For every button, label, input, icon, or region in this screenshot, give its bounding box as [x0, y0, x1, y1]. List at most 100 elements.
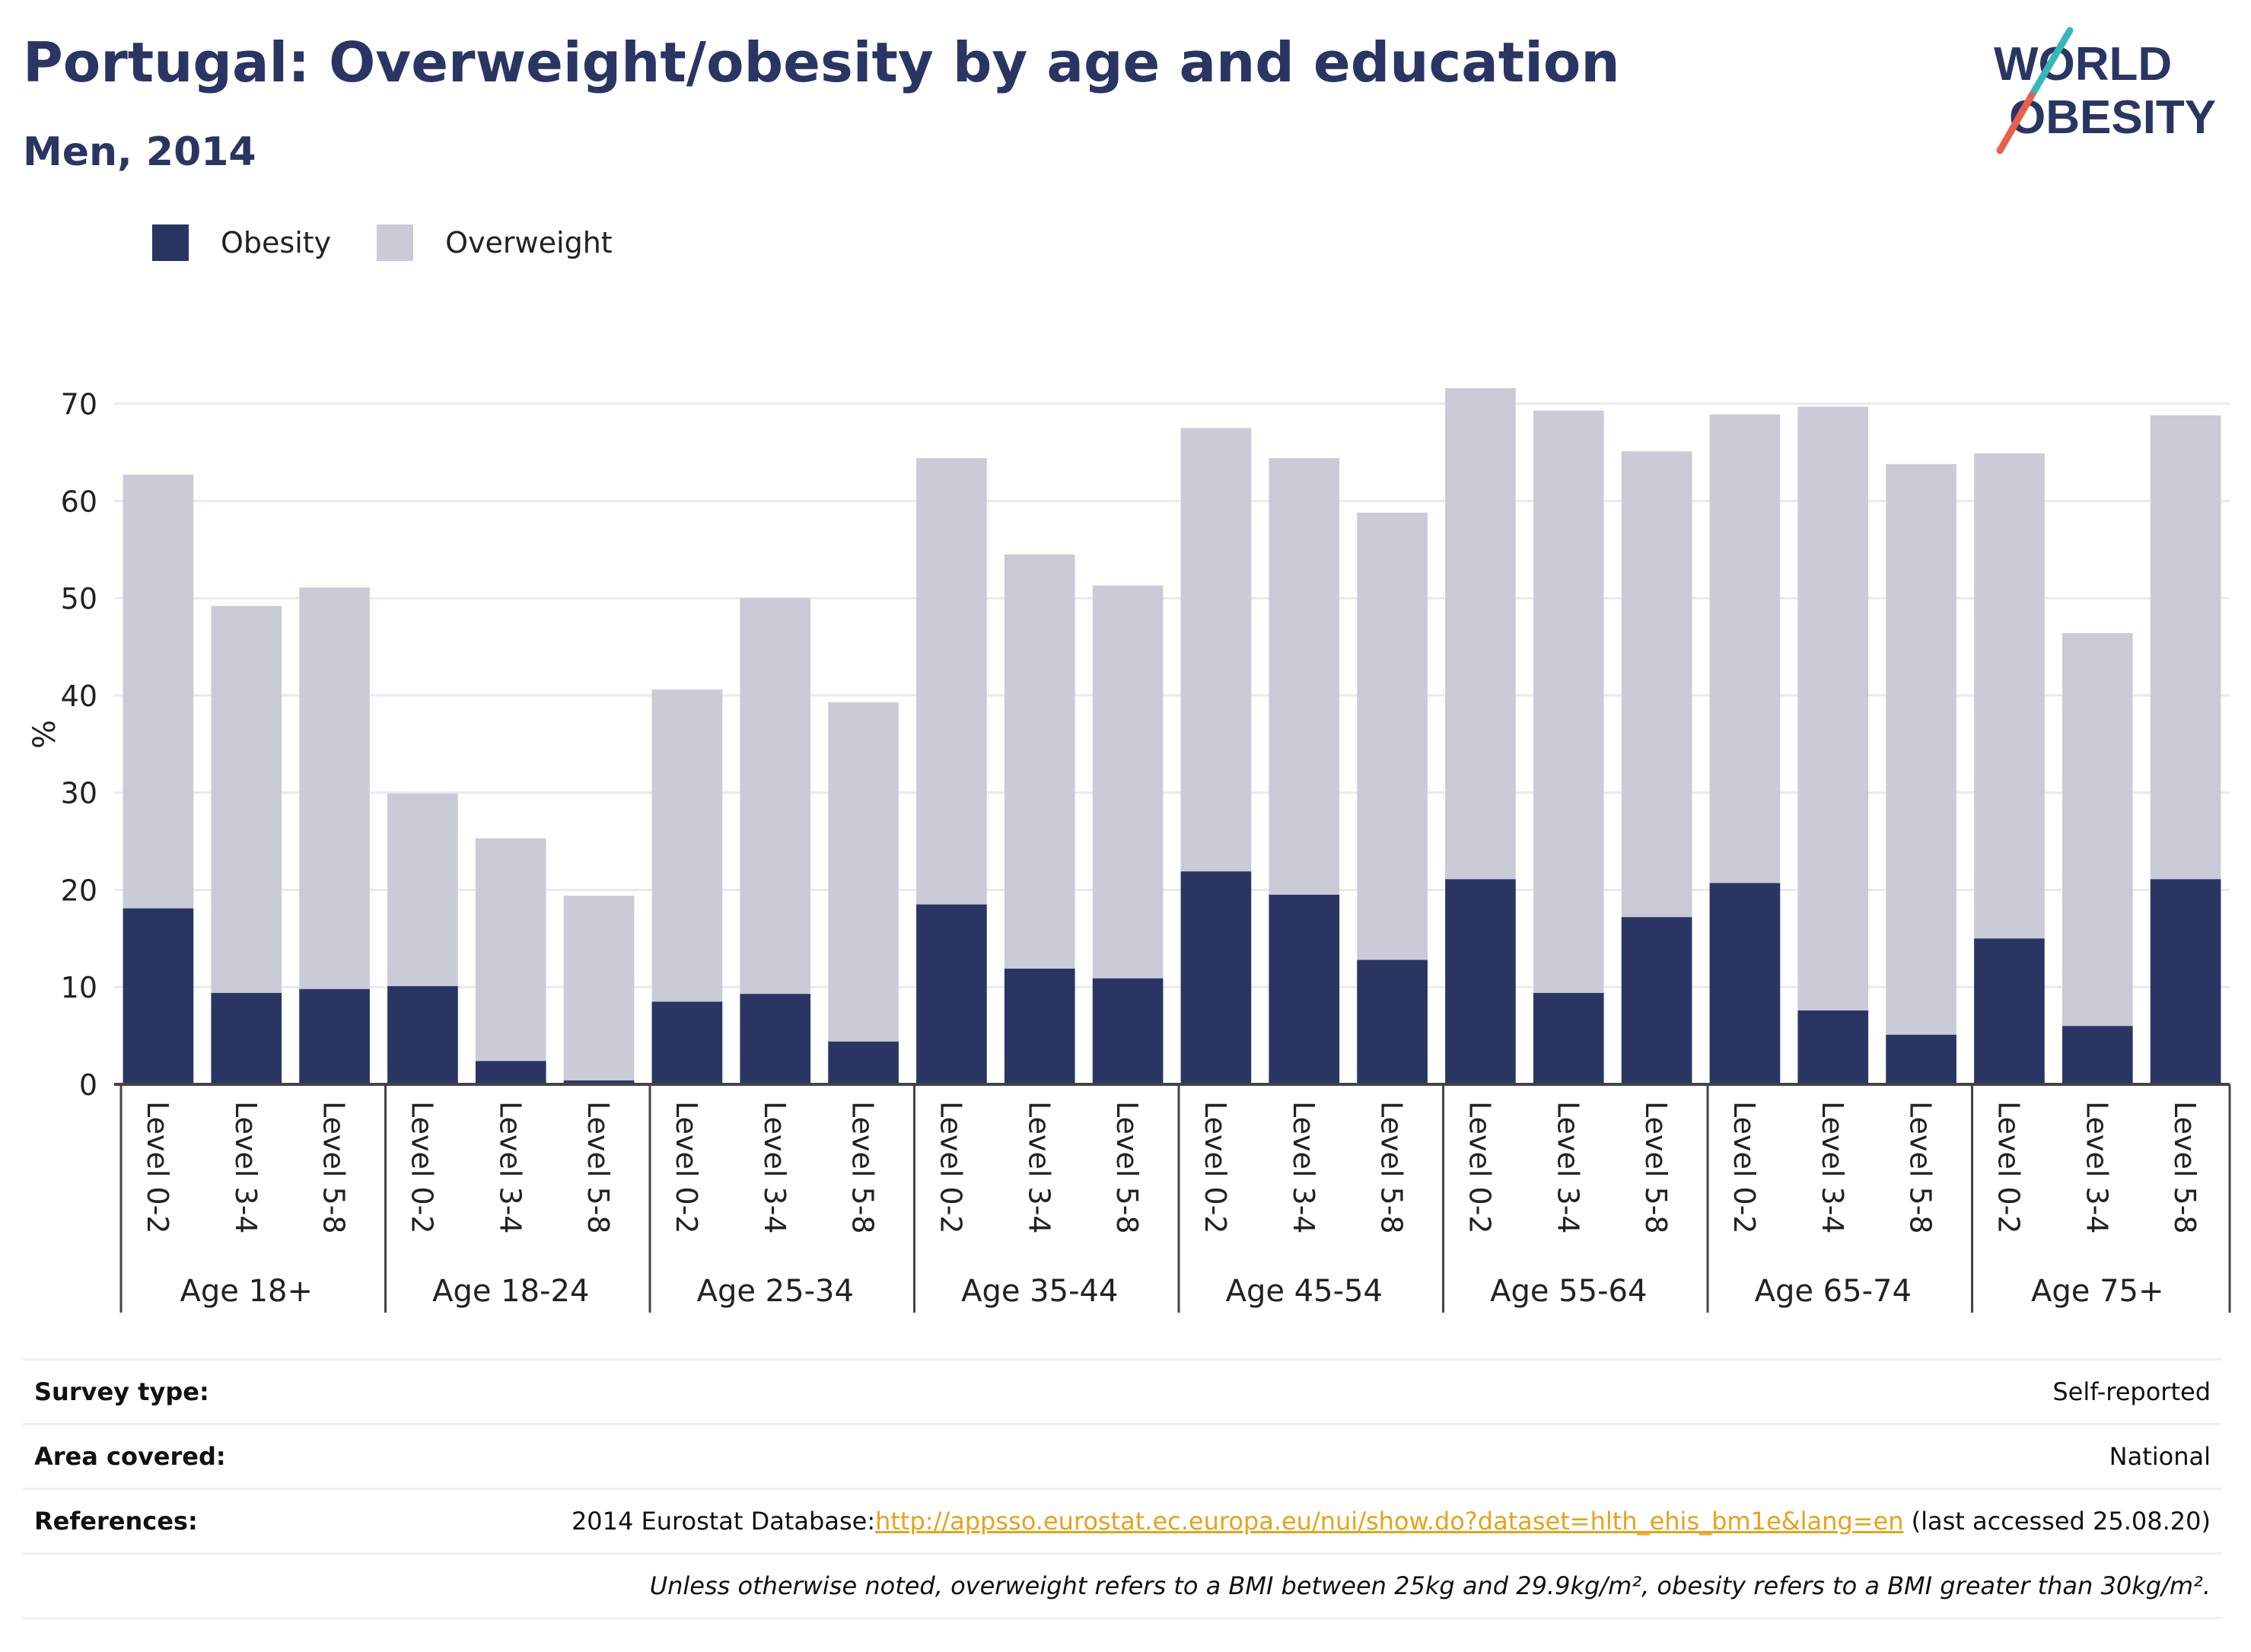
x-tick-label: Level 0-2 — [934, 1101, 967, 1233]
area-covered-label: Area covered: — [34, 1442, 226, 1471]
y-tick-label: 10 — [61, 971, 97, 1004]
bar-obesity — [387, 985, 458, 1084]
bar-obesity — [1621, 917, 1692, 1084]
bar-obesity — [2150, 879, 2221, 1084]
world-obesity-logo: WORLD OBESITY — [1994, 27, 2216, 154]
x-tick-label: Level 5-8 — [1110, 1101, 1144, 1233]
bar-overweight — [1621, 451, 1692, 918]
legend-label-overweight: Overweight — [445, 226, 613, 259]
bar-overweight — [475, 838, 546, 1062]
chart-legend: Obesity Overweight — [152, 224, 658, 261]
bar-obesity — [1709, 883, 1781, 1084]
stacked-bar-chart: 0 10 20 30 40 50 60 70% Level 0-2 Level 3-4 Level … — [27, 388, 2231, 1313]
y-tick-label: 0 — [79, 1068, 97, 1102]
bar-obesity — [1269, 894, 1340, 1084]
page-subtitle: Men, 2014 — [23, 129, 256, 175]
bar-overweight — [916, 458, 987, 905]
x-tick-label: Level 0-2 — [1199, 1101, 1232, 1233]
svg-text:WORLD: WORLD — [1994, 38, 2172, 91]
bar-obesity — [1886, 1034, 1956, 1084]
bar-overweight — [1092, 585, 1164, 979]
references-suffix: (last accessed 25.08.20) — [1903, 1507, 2211, 1536]
bar-obesity — [1533, 992, 1604, 1084]
x-tick-label: Level 0-2 — [141, 1101, 174, 1233]
legend-item-overweight: Overweight — [377, 224, 613, 261]
x-tick-label: Level 0-2 — [1992, 1101, 2025, 1233]
bar-overweight — [828, 702, 899, 1042]
note-row: Unless otherwise noted, overweight refer… — [23, 1552, 2222, 1619]
bar-obesity — [1974, 938, 2045, 1084]
bar-obesity — [475, 1061, 546, 1084]
survey-type-row: Survey type: Self-reported — [23, 1358, 2222, 1423]
y-tick-label: 30 — [61, 777, 97, 810]
bar-obesity — [1445, 879, 1516, 1084]
legend-swatch-obesity — [152, 224, 189, 261]
bar-obesity — [2062, 1026, 2133, 1084]
bar-overweight — [1533, 410, 1604, 993]
x-tick-label: Level 5-8 — [1639, 1101, 1673, 1233]
y-tick-label: 20 — [61, 874, 97, 907]
x-tick-label: Level 3-4 — [1816, 1101, 1849, 1233]
references-value: 2014 Eurostat Database:http://appsso.eur… — [572, 1507, 2211, 1536]
group-label: Age 18+ — [180, 1274, 314, 1309]
bar-overweight — [1974, 453, 2045, 939]
bar-overweight — [387, 793, 458, 986]
references-label: References: — [34, 1507, 198, 1536]
bar-overweight — [1269, 458, 1340, 895]
x-tick-label: Level 0-2 — [1463, 1101, 1496, 1233]
bar-overweight — [211, 606, 282, 993]
bar-overweight — [1709, 414, 1781, 883]
x-tick-label: Level 5-8 — [2168, 1101, 2202, 1233]
info-table: Survey type: Self-reported Area covered:… — [23, 1358, 2222, 1619]
y-tick-label: 60 — [61, 485, 97, 518]
x-tick-label: Level 3-4 — [758, 1101, 791, 1233]
bar-overweight — [1445, 388, 1516, 880]
x-tick-label: Level 5-8 — [1904, 1101, 1937, 1233]
bar-overweight — [1357, 512, 1428, 960]
references-link[interactable]: http://appsso.eurostat.ec.europa.eu/nui/… — [875, 1507, 1904, 1536]
bar-obesity — [123, 908, 194, 1084]
references-row: References: 2014 Eurostat Database:http:… — [23, 1488, 2222, 1552]
group-label: Age 35-44 — [961, 1274, 1118, 1309]
bar-obesity — [211, 992, 282, 1084]
bar-obesity — [651, 1001, 723, 1084]
bar-obesity — [563, 1080, 635, 1084]
bar-obesity — [828, 1041, 899, 1084]
bar-overweight — [123, 474, 194, 909]
bar-overweight — [1886, 463, 1956, 1035]
bar-obesity — [1357, 960, 1428, 1084]
bar-obesity — [1797, 1010, 1869, 1084]
svg-text:OBESITY: OBESITY — [2009, 91, 2216, 144]
area-covered-row: Area covered: National — [23, 1423, 2222, 1488]
area-covered-value: National — [2109, 1442, 2211, 1471]
bar-obesity — [916, 904, 987, 1084]
references-prefix: 2014 Eurostat Database: — [571, 1507, 876, 1536]
x-tick-label: Level 3-4 — [493, 1101, 527, 1233]
group-label: Age 25-34 — [697, 1274, 854, 1309]
x-tick-label: Level 3-4 — [229, 1101, 263, 1233]
x-tick-label: Level 5-8 — [581, 1101, 615, 1233]
survey-type-label: Survey type: — [34, 1377, 209, 1406]
bar-obesity — [1180, 871, 1252, 1084]
bar-overweight — [563, 896, 635, 1081]
bar-obesity — [1092, 978, 1164, 1084]
bar-obesity — [299, 988, 370, 1084]
x-tick-label: Level 3-4 — [1022, 1101, 1055, 1233]
bar-overweight — [2150, 415, 2221, 880]
y-tick-label: 40 — [61, 680, 97, 713]
legend-label-obesity: Obesity — [221, 226, 332, 259]
bar-obesity — [1004, 968, 1075, 1084]
bar-overweight — [740, 598, 811, 995]
bar-overweight — [1004, 554, 1075, 969]
y-axis-label: % — [27, 720, 62, 749]
x-tick-label: Level 3-4 — [2080, 1101, 2113, 1233]
x-tick-label: Level 5-8 — [846, 1101, 880, 1233]
bar-overweight — [2062, 633, 2133, 1027]
bar-obesity — [740, 994, 811, 1084]
bar-overweight — [651, 689, 723, 1002]
bmi-note: Unless otherwise noted, overweight refer… — [649, 1571, 2211, 1600]
bar-overweight — [299, 587, 370, 989]
group-label: Age 45-54 — [1226, 1274, 1383, 1309]
legend-swatch-overweight — [377, 224, 414, 261]
group-label: Age 65-74 — [1755, 1274, 1912, 1309]
